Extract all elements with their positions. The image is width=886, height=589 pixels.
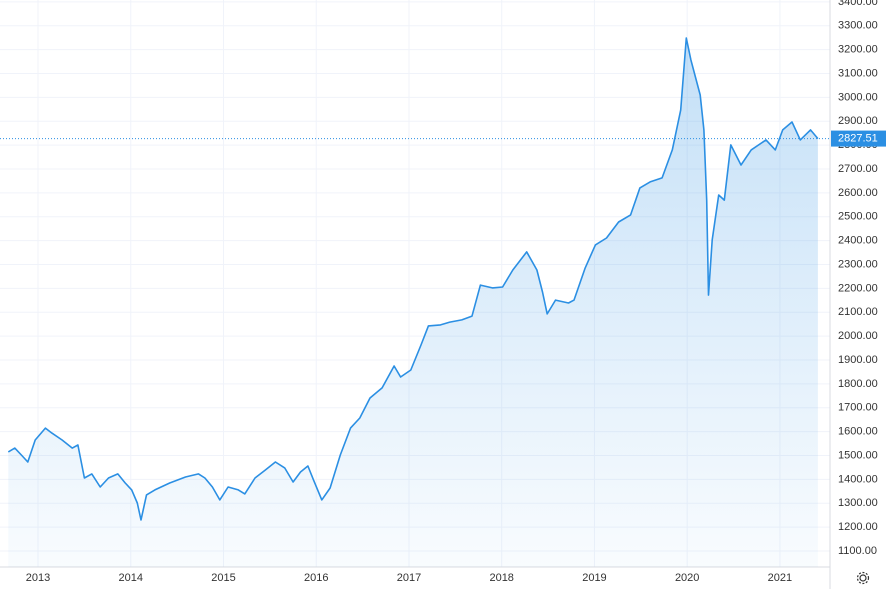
price-line xyxy=(7,37,819,521)
y-tick-label: 2000.00 xyxy=(838,330,878,342)
y-tick-label: 1900.00 xyxy=(838,354,878,366)
last-price-box xyxy=(831,130,886,147)
x-tick-label: 2021 xyxy=(768,572,792,584)
y-tick-label: 3300.00 xyxy=(838,20,878,32)
y-tick-label: 3400.00 xyxy=(838,0,878,8)
y-tick-label: 1800.00 xyxy=(838,378,878,390)
y-tick-label: 3200.00 xyxy=(838,44,878,56)
x-tick-label: 2019 xyxy=(582,572,606,584)
y-tick-label: 3000.00 xyxy=(838,91,878,103)
y-tick-label: 2300.00 xyxy=(838,258,878,270)
x-tick-label: 2013 xyxy=(26,572,50,584)
y-tick-label: 2400.00 xyxy=(838,235,878,247)
y-tick-label: 2100.00 xyxy=(838,306,878,318)
x-tick-label: 2018 xyxy=(489,572,513,584)
x-tick-label: 2015 xyxy=(211,572,235,584)
y-tick-label: 1600.00 xyxy=(838,426,878,438)
y-tick-label: 2700.00 xyxy=(838,163,878,175)
y-tick-label: 2200.00 xyxy=(838,282,878,294)
y-tick-label: 1300.00 xyxy=(838,497,878,509)
y-tick-label: 2500.00 xyxy=(838,211,878,223)
y-tick-label: 1400.00 xyxy=(838,473,878,485)
x-tick-label: 2017 xyxy=(397,572,421,584)
x-tick-label: 2016 xyxy=(304,572,328,584)
y-tick-label: 3100.00 xyxy=(838,67,878,79)
y-tick-label: 2900.00 xyxy=(838,115,878,127)
x-tick-label: 2020 xyxy=(675,572,699,584)
last-price-label: 2827.51 xyxy=(838,132,878,144)
y-tick-label: 1700.00 xyxy=(838,402,878,414)
y-tick-label: 1100.00 xyxy=(838,545,877,557)
y-tick-label: 1500.00 xyxy=(838,449,878,461)
settings-icon[interactable] xyxy=(856,571,870,585)
y-tick-label: 1200.00 xyxy=(838,521,878,533)
area-fill xyxy=(8,38,818,567)
x-tick-label: 2014 xyxy=(119,572,143,584)
y-tick-label: 2600.00 xyxy=(838,187,878,199)
